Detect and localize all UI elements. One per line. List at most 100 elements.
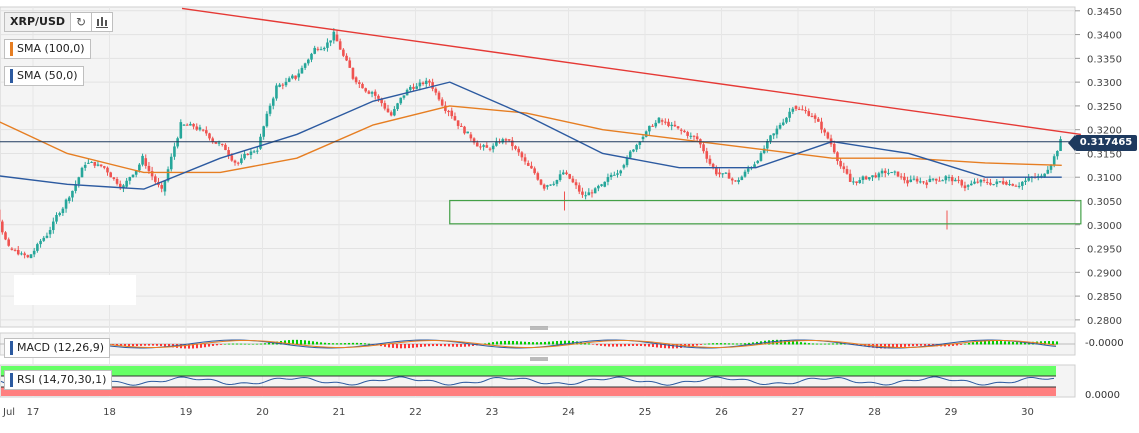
macd-histogram-bar xyxy=(264,343,266,344)
candle-body xyxy=(846,169,849,174)
macd-histogram-bar xyxy=(560,341,562,345)
rsi-legend-box: RSI (14,70,30,1) xyxy=(4,370,112,390)
macd-histogram-bar xyxy=(512,341,514,345)
candle-body xyxy=(505,139,508,140)
macd-histogram-bar xyxy=(324,343,326,345)
candle-body xyxy=(11,249,14,250)
candle-body xyxy=(645,131,648,136)
candle-body xyxy=(125,181,128,187)
candle-body xyxy=(537,173,540,180)
candle-body xyxy=(801,109,804,110)
candle-body xyxy=(113,177,116,179)
candle-body xyxy=(371,92,374,94)
macd-histogram-bar xyxy=(1004,341,1006,344)
candle-body xyxy=(262,126,265,136)
candle-body xyxy=(756,161,759,163)
candle-body xyxy=(929,179,932,182)
candle-body xyxy=(304,63,307,68)
candle-body xyxy=(333,32,336,41)
y-tick-label: 0.3050 xyxy=(1087,197,1122,208)
candle-body xyxy=(715,167,718,174)
rsi-swatch xyxy=(10,373,13,387)
candle-body xyxy=(1011,184,1014,186)
macd-histogram-bar xyxy=(268,343,270,345)
macd-histogram-bar xyxy=(744,343,746,344)
macd-histogram-bar xyxy=(624,344,626,346)
candle-body xyxy=(677,126,680,128)
candle-body xyxy=(807,111,810,116)
sma100-legend[interactable]: SMA (100,0) xyxy=(4,39,91,59)
candle-body xyxy=(14,250,17,251)
candle-body xyxy=(887,173,890,174)
candle-body xyxy=(396,103,399,109)
macd-histogram-bar xyxy=(404,344,406,348)
macd-histogram-bar xyxy=(1012,342,1014,345)
candle-body xyxy=(858,180,861,183)
candle-body xyxy=(540,180,543,185)
macd-histogram-bar xyxy=(808,343,810,344)
macd-histogram-bar xyxy=(460,344,462,347)
macd-histogram-bar xyxy=(708,343,710,344)
candle-body xyxy=(521,152,524,157)
macd-histogram-bar xyxy=(700,344,702,345)
macd-histogram-bar xyxy=(344,343,346,344)
macd-histogram-bar xyxy=(612,344,614,347)
candle-body xyxy=(294,76,297,79)
macd-histogram-bar xyxy=(504,341,506,345)
candle-body xyxy=(578,185,581,191)
candle-body xyxy=(591,192,594,193)
macd-histogram-bar xyxy=(648,344,650,347)
macd-histogram-bar xyxy=(364,343,366,344)
candle-body xyxy=(782,122,785,124)
sma50-legend[interactable]: SMA (50,0) xyxy=(4,66,84,86)
macd-histogram-bar xyxy=(336,343,338,344)
candle-body xyxy=(517,149,520,153)
candle-body xyxy=(1024,181,1027,182)
candle-body xyxy=(368,91,371,93)
macd-histogram-bar xyxy=(244,344,246,345)
macd-histogram-bar xyxy=(232,344,234,345)
candle-body xyxy=(603,182,606,187)
macd-histogram-bar xyxy=(964,344,966,345)
candle-body xyxy=(358,82,361,84)
candle-body xyxy=(387,109,390,113)
candle-body xyxy=(690,136,693,137)
candle-body xyxy=(584,195,587,196)
candle-body xyxy=(170,157,173,170)
candle-body xyxy=(361,84,364,88)
candle-body xyxy=(568,174,571,179)
macd-histogram-bar xyxy=(680,344,682,348)
candle-body xyxy=(1018,186,1021,187)
macd-histogram-bar xyxy=(212,344,214,346)
candle-body xyxy=(843,166,846,169)
candle-body xyxy=(463,127,466,134)
symbol-legend[interactable]: XRP/USD ↻ xyxy=(4,12,113,32)
refresh-icon[interactable]: ↻ xyxy=(71,12,92,32)
macd-histogram-bar xyxy=(916,344,918,346)
candle-body xyxy=(954,180,957,181)
candle-body xyxy=(648,126,651,131)
blank-label-box xyxy=(14,275,136,305)
candle-body xyxy=(256,151,259,152)
candle-body xyxy=(441,99,444,105)
candle-body xyxy=(266,114,269,126)
candle-body xyxy=(737,180,740,182)
macd-histogram-bar xyxy=(820,344,822,345)
rsi-legend[interactable]: RSI (14,70,30,1) xyxy=(4,370,112,390)
candle-body xyxy=(39,241,42,244)
candle-body xyxy=(884,171,887,173)
y-tick-label: 0.3250 xyxy=(1087,102,1122,113)
candle-body xyxy=(231,155,234,160)
y-tick-label: 0.3300 xyxy=(1087,78,1122,89)
macd-histogram-bar xyxy=(528,342,530,344)
x-tick-label: 24 xyxy=(562,407,575,418)
candle-body xyxy=(948,177,951,178)
candles-icon[interactable] xyxy=(92,12,113,32)
candle-body xyxy=(556,180,559,184)
candle-body xyxy=(552,184,555,185)
candle-body xyxy=(211,138,214,141)
candle-body xyxy=(524,157,527,161)
macd-legend[interactable]: MACD (12,26,9) xyxy=(4,338,110,358)
candle-body xyxy=(479,146,482,147)
